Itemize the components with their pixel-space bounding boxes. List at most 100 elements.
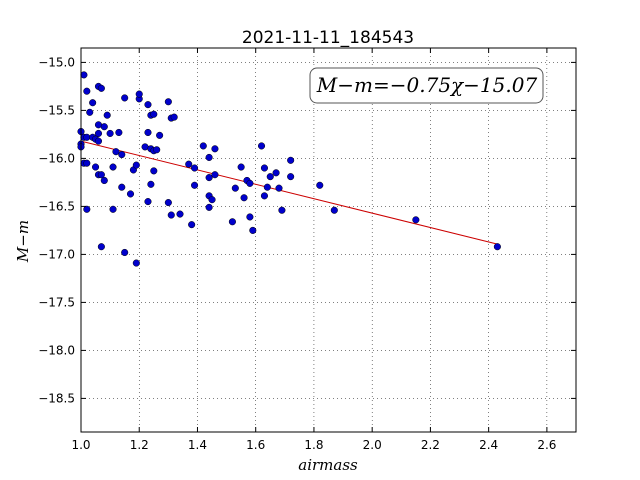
data-point: [106, 129, 114, 137]
data-point: [112, 148, 120, 156]
data-point: [412, 216, 420, 224]
data-point: [89, 99, 97, 107]
data-point: [121, 94, 129, 102]
data-point: [132, 161, 140, 169]
chart-title: 2021-11-11_184543: [242, 28, 414, 48]
data-point: [109, 163, 117, 171]
data-point: [191, 181, 199, 189]
x-tick-label: 1.4: [188, 438, 207, 452]
data-point: [144, 101, 152, 109]
data-point: [86, 108, 94, 116]
data-point: [83, 87, 91, 95]
data-point: [246, 179, 254, 187]
data-point: [121, 248, 129, 257]
data-point: [246, 213, 254, 221]
data-point: [249, 226, 257, 234]
data-point: [150, 110, 158, 118]
data-point: [260, 192, 268, 200]
data-point: [164, 98, 172, 106]
data-point: [493, 243, 501, 251]
data-point: [205, 153, 213, 161]
data-point: [211, 171, 219, 179]
y-axis-label: M−m: [14, 220, 32, 263]
data-point: [275, 184, 283, 192]
x-tick-label: 2.4: [479, 438, 498, 452]
data-point: [176, 210, 184, 218]
data-point: [199, 142, 207, 150]
data-point: [205, 203, 213, 211]
x-tick-label: 1.0: [71, 438, 90, 452]
data-point: [278, 206, 286, 214]
data-point: [100, 123, 108, 131]
data-point: [185, 160, 193, 168]
fit-line-group: [80, 140, 498, 245]
x-tick-label: 2.0: [363, 438, 382, 452]
data-point: [167, 211, 175, 219]
data-point: [266, 173, 274, 181]
x-tick-label: 2.6: [537, 438, 556, 452]
fit-equation-box: M−m=−0.75χ−15.07: [309, 67, 544, 104]
data-point: [83, 205, 91, 213]
x-tick-label: 1.6: [246, 438, 265, 452]
y-tick-label: −16.0: [38, 151, 75, 165]
data-point: [83, 159, 91, 167]
data-point: [316, 181, 324, 189]
data-point: [208, 196, 216, 204]
x-tick-label: 2.2: [421, 438, 440, 452]
data-point: [80, 71, 88, 79]
data-point: [330, 206, 338, 214]
data-point: [153, 146, 161, 154]
data-point: [188, 221, 196, 229]
data-point: [263, 183, 271, 191]
data-point: [92, 163, 100, 171]
y-tick-label: −16.5: [38, 199, 75, 213]
data-point: [240, 194, 248, 202]
data-point: [211, 145, 219, 153]
data-point: [237, 163, 245, 171]
data-point: [228, 218, 236, 226]
data-point: [118, 183, 126, 191]
data-point: [150, 167, 158, 175]
grid-lines: [80, 48, 576, 432]
data-points: [77, 71, 501, 267]
y-tick-label: −15.5: [38, 103, 75, 117]
data-point: [144, 198, 152, 206]
y-tick-label: −17.0: [38, 247, 75, 261]
data-point: [272, 169, 280, 177]
x-tick-label: 1.2: [130, 438, 149, 452]
x-tick-label: 1.8: [304, 438, 323, 452]
data-point: [132, 259, 140, 267]
data-point: [100, 176, 108, 185]
data-point: [97, 84, 105, 92]
data-point: [144, 128, 152, 137]
data-point: [109, 205, 117, 213]
data-point: [103, 111, 111, 119]
data-point: [156, 131, 164, 139]
data-point: [118, 151, 126, 159]
data-point: [257, 142, 266, 150]
x-axis-ticks: 1.0 1.2 1.4 1.6 1.8 2.0 2.2 2.4 2.6: [71, 48, 556, 452]
plot-area-frame: [80, 47, 577, 433]
fit-line: [80, 140, 498, 245]
data-point: [94, 137, 103, 145]
data-point: [260, 164, 268, 172]
data-point: [115, 128, 123, 137]
data-point: [135, 90, 143, 98]
data-point: [170, 113, 178, 121]
data-point: [287, 173, 295, 181]
y-tick-label: −15.0: [38, 55, 75, 69]
data-point: [205, 174, 213, 182]
data-point: [94, 129, 103, 137]
data-point: [231, 184, 239, 192]
data-point: [97, 171, 105, 179]
data-point: [97, 243, 105, 251]
y-axis-ticks: −15.0 −15.5 −16.0 −16.5 −17.0 −17.5 −18.0 −18.5: [38, 55, 576, 405]
y-tick-label: −18.0: [38, 343, 75, 357]
data-point: [287, 156, 295, 164]
y-tick-label: −17.5: [38, 295, 75, 309]
y-tick-label: −18.5: [38, 391, 75, 405]
data-point: [164, 199, 172, 207]
fit-equation: M−m=−0.75χ−15.07: [316, 73, 538, 97]
data-point: [191, 164, 199, 172]
